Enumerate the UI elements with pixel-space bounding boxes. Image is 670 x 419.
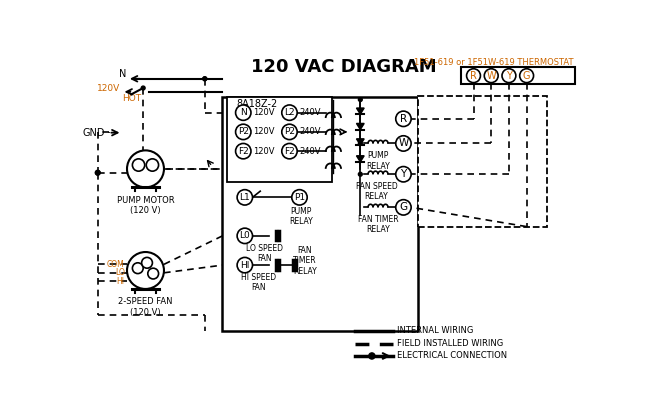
Polygon shape bbox=[356, 139, 364, 145]
Text: Y: Y bbox=[506, 71, 512, 81]
Text: P2: P2 bbox=[238, 127, 249, 137]
Text: PUMP MOTOR
(120 V): PUMP MOTOR (120 V) bbox=[117, 196, 174, 215]
Text: R: R bbox=[400, 114, 407, 124]
Circle shape bbox=[502, 69, 516, 83]
Text: L1: L1 bbox=[239, 193, 250, 202]
Polygon shape bbox=[356, 124, 364, 129]
Circle shape bbox=[282, 105, 297, 120]
Text: FIELD INSTALLED WIRING: FIELD INSTALLED WIRING bbox=[397, 339, 504, 348]
Text: N: N bbox=[240, 108, 247, 117]
Text: 120V: 120V bbox=[253, 127, 275, 137]
Text: 8A18Z-2: 8A18Z-2 bbox=[237, 99, 277, 109]
Circle shape bbox=[396, 111, 411, 127]
Text: L2: L2 bbox=[284, 108, 295, 117]
Text: 1F51-619 or 1F51W-619 THERMOSTAT: 1F51-619 or 1F51W-619 THERMOSTAT bbox=[414, 58, 574, 67]
Circle shape bbox=[148, 268, 159, 279]
Text: R: R bbox=[470, 71, 477, 81]
Text: HI SPEED
FAN: HI SPEED FAN bbox=[241, 273, 276, 292]
Text: N: N bbox=[119, 69, 126, 79]
Circle shape bbox=[127, 150, 164, 187]
Circle shape bbox=[396, 166, 411, 182]
Text: P1: P1 bbox=[294, 193, 305, 202]
Text: 2-SPEED FAN
(120 V): 2-SPEED FAN (120 V) bbox=[118, 297, 173, 317]
Text: FAN TIMER
RELAY: FAN TIMER RELAY bbox=[358, 215, 399, 235]
Text: W: W bbox=[398, 138, 409, 148]
Circle shape bbox=[520, 69, 533, 83]
Text: HI: HI bbox=[117, 277, 125, 286]
Bar bbox=[227, 97, 332, 182]
Text: F2: F2 bbox=[284, 147, 295, 155]
Circle shape bbox=[466, 69, 480, 83]
Text: GND: GND bbox=[83, 128, 105, 138]
Text: P2: P2 bbox=[284, 127, 295, 137]
Circle shape bbox=[237, 190, 253, 205]
Text: ELECTRICAL CONNECTION: ELECTRICAL CONNECTION bbox=[397, 352, 507, 360]
Text: L0: L0 bbox=[239, 231, 250, 241]
Text: HI: HI bbox=[240, 261, 249, 269]
Circle shape bbox=[141, 257, 152, 268]
Circle shape bbox=[358, 172, 362, 176]
Circle shape bbox=[396, 136, 411, 151]
Text: FAN SPEED
RELAY: FAN SPEED RELAY bbox=[356, 182, 397, 202]
Circle shape bbox=[396, 200, 411, 215]
Text: W: W bbox=[486, 71, 496, 81]
Circle shape bbox=[358, 142, 362, 145]
Circle shape bbox=[203, 77, 207, 81]
Circle shape bbox=[358, 98, 362, 101]
Text: F2: F2 bbox=[238, 147, 249, 155]
Circle shape bbox=[282, 143, 297, 159]
Circle shape bbox=[95, 171, 100, 175]
Circle shape bbox=[141, 86, 145, 90]
Text: 120 VAC DIAGRAM: 120 VAC DIAGRAM bbox=[251, 58, 436, 76]
Text: COM: COM bbox=[107, 260, 125, 269]
Text: PUMP
RELAY: PUMP RELAY bbox=[289, 207, 313, 226]
Polygon shape bbox=[356, 156, 364, 162]
Text: 120V: 120V bbox=[253, 108, 275, 117]
Text: LO SPEED
FAN: LO SPEED FAN bbox=[246, 243, 283, 263]
Bar bbox=[222, 97, 418, 331]
Bar bbox=[461, 67, 575, 84]
Circle shape bbox=[369, 353, 375, 359]
Circle shape bbox=[237, 228, 253, 243]
Circle shape bbox=[133, 159, 145, 171]
Text: G: G bbox=[399, 202, 407, 212]
Text: 120V: 120V bbox=[253, 147, 275, 155]
Circle shape bbox=[127, 252, 164, 289]
Circle shape bbox=[484, 69, 498, 83]
Circle shape bbox=[146, 159, 159, 171]
Text: G: G bbox=[523, 71, 531, 81]
Circle shape bbox=[236, 124, 251, 140]
Circle shape bbox=[203, 77, 207, 81]
Bar bbox=[418, 96, 547, 227]
Text: 120V: 120V bbox=[97, 83, 120, 93]
Circle shape bbox=[292, 190, 307, 205]
Text: INTERNAL WIRING: INTERNAL WIRING bbox=[397, 326, 474, 335]
Text: 240V: 240V bbox=[299, 108, 321, 117]
Circle shape bbox=[133, 263, 143, 274]
Text: 240V: 240V bbox=[299, 127, 321, 137]
Circle shape bbox=[282, 124, 297, 140]
Text: PUMP
RELAY: PUMP RELAY bbox=[366, 151, 390, 171]
Circle shape bbox=[236, 105, 251, 120]
Circle shape bbox=[236, 143, 251, 159]
Circle shape bbox=[95, 171, 100, 175]
Text: 240V: 240V bbox=[299, 147, 321, 155]
Text: HOT: HOT bbox=[122, 93, 141, 103]
Circle shape bbox=[237, 257, 253, 273]
Text: FAN
TIMER
RELAY: FAN TIMER RELAY bbox=[293, 246, 317, 276]
Polygon shape bbox=[356, 108, 364, 114]
Text: LO: LO bbox=[115, 268, 125, 277]
Text: Y: Y bbox=[400, 169, 407, 179]
